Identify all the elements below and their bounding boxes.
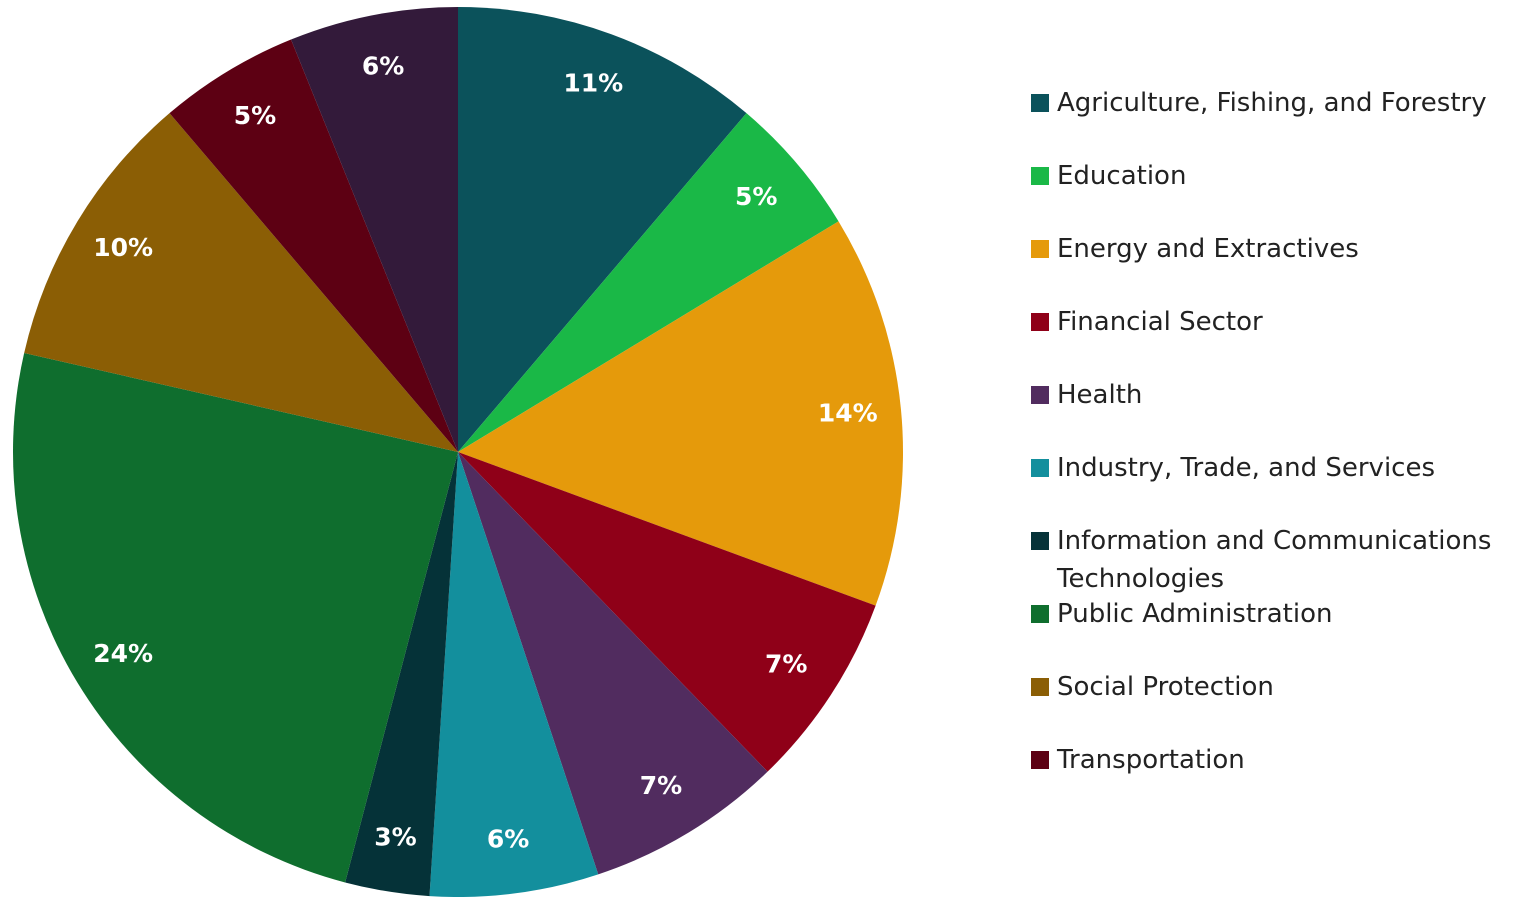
pie-slice (458, 221, 903, 606)
legend-label: Information and Communications Technolog… (1057, 526, 1492, 594)
value-label: 7% (640, 771, 682, 800)
legend-item: Financial Sector (1031, 303, 1531, 341)
legend-swatch (1031, 167, 1049, 185)
legend-swatch (1031, 313, 1049, 331)
legend-swatch (1031, 532, 1049, 550)
value-label: 14% (818, 398, 878, 427)
pie-slice (24, 113, 459, 452)
legend-label: Social Protection (1057, 672, 1274, 702)
legend-label: Health (1057, 380, 1143, 410)
pie-slice (169, 39, 458, 453)
legend-item: Public Administration (1031, 595, 1531, 633)
legend-swatch (1031, 678, 1049, 696)
legend-item: Health (1031, 376, 1531, 414)
legend-label: Energy and Extractives (1057, 234, 1359, 264)
legend-label: Financial Sector (1057, 307, 1263, 337)
legend-swatch (1031, 605, 1049, 623)
legend-label: Public Administration (1057, 599, 1333, 629)
legend-item: Social Protection (1031, 668, 1531, 706)
pie-slice (458, 7, 747, 452)
legend-swatch (1031, 751, 1049, 769)
pie-slice (345, 452, 458, 897)
legend-item: Industry, Trade, and Services (1031, 449, 1531, 487)
legend-label: Education (1057, 161, 1187, 191)
pie-slice (458, 452, 768, 875)
value-label: 5% (735, 182, 777, 211)
value-label: 3% (374, 823, 416, 852)
value-label: 5% (234, 101, 276, 130)
value-label: 10% (93, 233, 153, 262)
legend-label: Transportation (1057, 745, 1245, 775)
pie-slice (291, 7, 458, 452)
legend-swatch (1031, 386, 1049, 404)
legend-swatch (1031, 94, 1049, 112)
legend-item: Transportation (1031, 741, 1531, 779)
value-label: 11% (563, 68, 623, 97)
value-label: 6% (362, 52, 404, 81)
pie-slice (458, 452, 876, 772)
legend-item: Information and Communications Technolog… (1031, 522, 1531, 598)
value-label: 24% (93, 639, 153, 668)
legend-item: Education (1031, 157, 1531, 195)
legend-item: Energy and Extractives (1031, 230, 1531, 268)
pie-slice (12, 352, 458, 883)
legend-swatch (1031, 240, 1049, 258)
pie-slice (429, 452, 599, 897)
value-label: 7% (765, 650, 807, 679)
legend-item: Agriculture, Fishing, and Forestry (1031, 84, 1531, 122)
value-label: 6% (487, 824, 529, 853)
pie-slice (458, 113, 839, 452)
legend-label: Industry, Trade, and Services (1057, 453, 1436, 483)
legend-label: Agriculture, Fishing, and Forestry (1057, 88, 1487, 118)
chart: 11% 5% 14% 7% 7% 6% 3% 24% 10% 5% 6% (12, 7, 903, 897)
legend-swatch (1031, 459, 1049, 477)
